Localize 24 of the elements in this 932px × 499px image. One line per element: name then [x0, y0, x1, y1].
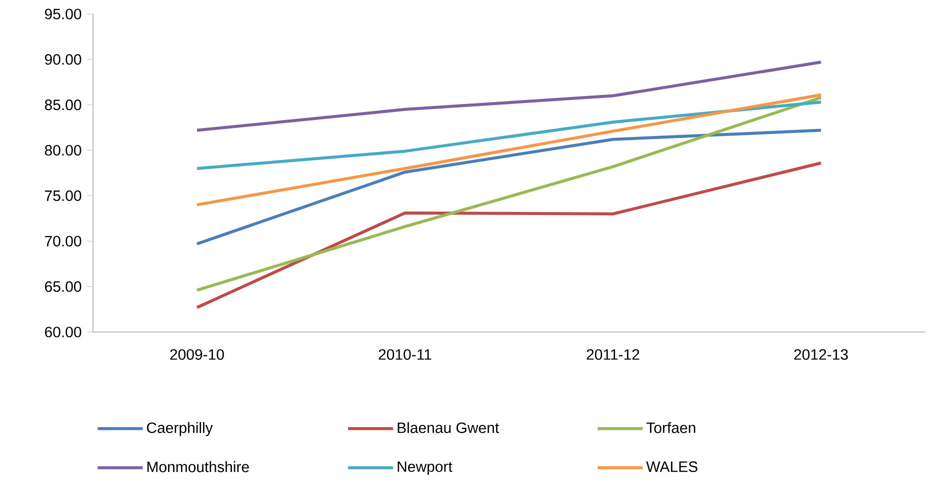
legend-label: WALES [646, 461, 698, 472]
y-tick-label: 70.00 [45, 236, 82, 246]
x-tick-label: 2009-10 [170, 349, 224, 360]
y-tick-label: 90.00 [44, 54, 82, 65]
line-series [196, 162, 822, 309]
legend-label: Blaenau Gwent [398, 422, 500, 434]
legend-label: Caerphilly [146, 422, 213, 436]
y-tick-label: 65.00 [45, 281, 82, 292]
line-series [196, 96, 822, 292]
line-series [196, 60, 822, 132]
legend-label: Torfaen [646, 422, 696, 434]
line-series [196, 93, 822, 206]
x-tick-label: 2011-12 [586, 349, 640, 360]
line-series [196, 128, 822, 246]
x-tick-label: 2010-11 [378, 349, 432, 360]
line-series [196, 100, 822, 170]
y-tick-label: 80.00 [44, 144, 82, 156]
y-tick-label: 95.00 [44, 8, 82, 20]
y-tick-label: 75.00 [45, 190, 82, 202]
y-tick-label: 60.00 [45, 326, 82, 338]
x-tick-label: 2012-13 [794, 349, 848, 360]
legend-label: Monmouthshire [147, 461, 249, 472]
legend-label: Newport [398, 461, 452, 475]
y-tick-label: 85.00 [44, 100, 82, 110]
